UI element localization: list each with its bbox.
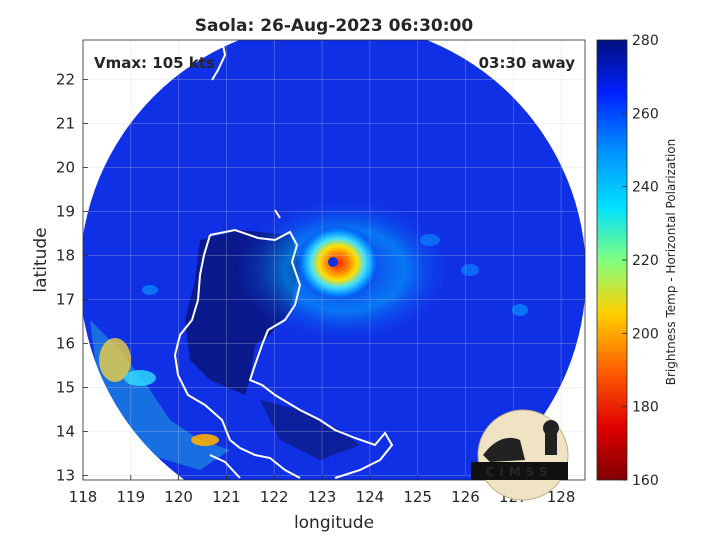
coastlines xyxy=(173,40,394,479)
logo-banner xyxy=(471,462,568,480)
warm-patch-west xyxy=(99,338,131,382)
satellite-swath xyxy=(83,40,585,480)
y-tick-label: 20 xyxy=(56,159,75,177)
x-tick-label: 124 xyxy=(356,488,385,506)
cloud-speckle xyxy=(512,304,528,316)
y-tick-label: 15 xyxy=(56,379,75,397)
colorbar-tick-label: 240 xyxy=(632,180,659,196)
colorbar-tick-label: 160 xyxy=(632,473,659,489)
axes-box xyxy=(82,39,586,481)
logo-dish-left xyxy=(483,437,525,462)
cloud-speckle xyxy=(420,234,440,246)
colorbar-tick-label: 180 xyxy=(632,400,659,416)
y-axis-ticks: 13 14 15 16 17 18 19 20 21 22 xyxy=(56,71,88,485)
land-cold-area-south xyxy=(260,400,360,460)
y-tick-label: 21 xyxy=(56,115,75,133)
cloud-speckle xyxy=(461,264,479,276)
colorbar-tick-label: 280 xyxy=(632,33,659,49)
x-tick-label: 122 xyxy=(260,488,289,506)
map-title: Saola: 26-Aug-2023 06:30:00 xyxy=(195,16,474,36)
storm-eyewall xyxy=(296,225,380,301)
x-tick-label: 119 xyxy=(116,488,145,506)
time-away-label: 03:30 away xyxy=(479,54,576,72)
logo-text: CIMSS xyxy=(486,465,553,479)
y-tick-label: 22 xyxy=(56,71,75,89)
y-axis-label: latitude xyxy=(31,227,51,292)
storm-eye xyxy=(328,257,338,267)
colorbar-tick-label: 220 xyxy=(632,253,659,269)
colorbar-tick-label: 260 xyxy=(632,106,659,122)
coastline-islet xyxy=(274,209,281,219)
colorbar-label: Brightness Temp - Horizontal Polarizatio… xyxy=(664,139,678,386)
x-tick-label: 121 xyxy=(212,488,241,506)
cloud-speckle xyxy=(142,285,158,295)
y-tick-label: 13 xyxy=(56,467,75,485)
y-tick-label: 16 xyxy=(56,335,75,353)
x-tick-label: 126 xyxy=(451,488,480,506)
colorbar-tick-label: 200 xyxy=(632,326,659,342)
warm-patch-south xyxy=(191,434,219,446)
x-tick-label: 128 xyxy=(547,488,576,506)
coastline-taiwan xyxy=(211,40,227,81)
colorbar-ticks: 160 180 200 220 240 260 280 xyxy=(622,33,659,489)
vmax-label: Vmax: 105 kts xyxy=(94,54,215,72)
warm-patch-west-2 xyxy=(124,370,156,386)
logo-tower-top xyxy=(543,420,559,436)
y-tick-label: 18 xyxy=(56,247,75,265)
x-tick-label: 120 xyxy=(164,488,193,506)
x-tick-label: 125 xyxy=(403,488,432,506)
coastline-luzon-east xyxy=(209,228,394,479)
cimss-logo: CIMSS xyxy=(471,409,569,501)
x-axis-ticks: 118119120121122123124125126127128 xyxy=(69,475,576,506)
x-axis-label: longitude xyxy=(294,513,374,533)
y-tick-label: 14 xyxy=(56,423,75,441)
coastline-mindoro xyxy=(209,454,241,479)
y-tick-label: 19 xyxy=(56,203,75,221)
x-tick-label: 118 xyxy=(69,488,98,506)
x-tick-label: 123 xyxy=(308,488,337,506)
coastline-luzon-west xyxy=(173,234,301,479)
y-tick-label: 17 xyxy=(56,291,75,309)
